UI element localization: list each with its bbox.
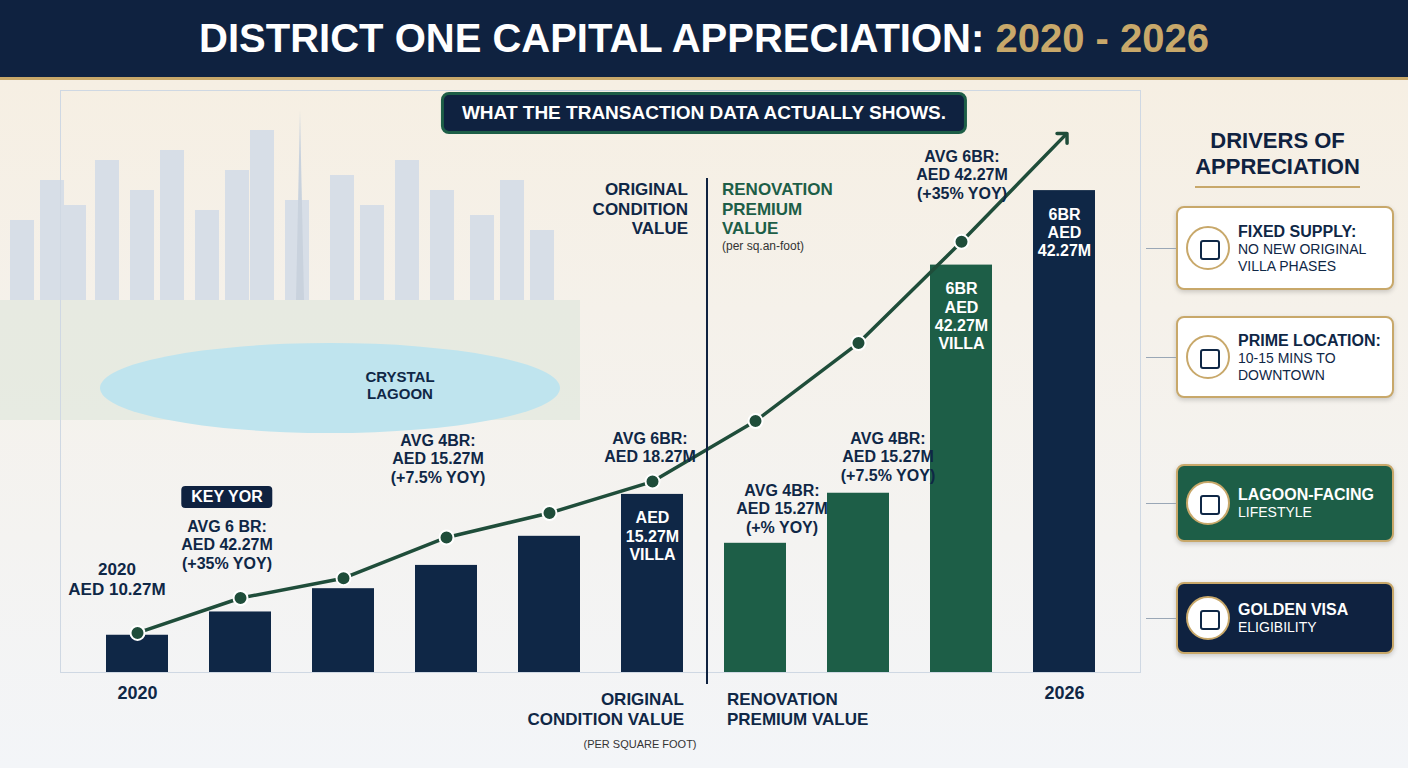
html-text:ELIGIBILITY: ELIGIBILITY <box>1238 619 1317 636</box>
html-text:AVG 6BR: AED 42.27M (+35% YOY): AVG 6BR: AED 42.27M (+35% YOY) <box>916 148 1008 202</box>
html-text:CRYSTAL LAGOON: CRYSTAL LAGOON <box>365 368 435 403</box>
html-text:RENOVATION PREMIUM VALUE: RENOVATION PREMIUM VALUE <box>722 180 833 239</box>
html-text:DISTRICT ONE CAPITAL APPRECIAT: DISTRICT ONE CAPITAL APPRECIATION: 2020 … <box>199 16 1209 60</box>
html-text:FIXED SUPPLY:: FIXED SUPPLY: <box>1238 222 1357 240</box>
html-text:AVG 4BR: AED 15.27M (+7.5% YOY: AVG 4BR: AED 15.27M (+7.5% YOY) <box>840 430 936 484</box>
html-text:NO NEW ORIGINAL VILLA PHASES: NO NEW ORIGINAL VILLA PHASES <box>1238 240 1366 274</box>
html-text:(PER SQUARE FOOT): (PER SQUARE FOOT) <box>583 738 697 750</box>
html-text:(per sq.an-foot): (per sq.an-foot) <box>722 239 804 253</box>
html-text:GOLDEN VISA: GOLDEN VISA <box>1238 601 1349 618</box>
html-text:ORIGINAL CONDITION VALUE: ORIGINAL CONDITION VALUE <box>527 690 684 729</box>
html-text:AVG 4BR: AED 15.27M (+% YOY): AVG 4BR: AED 15.27M (+% YOY) <box>736 482 828 536</box>
svg-text:2020: 2020 <box>117 683 157 703</box>
html-text:PRIME LOCATION:: PRIME LOCATION: <box>1238 331 1381 349</box>
html-text:LAGOON-FACING: LAGOON-FACING <box>1238 486 1374 503</box>
svg-text:6BRAED42.27MVILLA: 6BRAED42.27MVILLA <box>935 280 988 352</box>
svg-text:2026: 2026 <box>1044 683 1084 703</box>
html-text:10-15 MINS TO DOWNTOWN: 10-15 MINS TO DOWNTOWN <box>1238 349 1336 383</box>
html-text:ORIGINAL CONDITION VALUE: ORIGINAL CONDITION VALUE <box>592 180 688 239</box>
html-text:LIFESTYLE: LIFESTYLE <box>1238 504 1312 521</box>
html-text:AVG 6 BR: AED 42.27M (+35% YOY: AVG 6 BR: AED 42.27M (+35% YOY) <box>181 518 273 572</box>
html-text:AVG 6BR: AED 18.27M: AVG 6BR: AED 18.27M <box>604 430 696 466</box>
html-text:DRIVERS OF APPRECIATION: DRIVERS OF APPRECIATION <box>1195 128 1360 180</box>
html-text:WHAT THE TRANSACTION DATA ACTU: WHAT THE TRANSACTION DATA ACTUALLY SHOWS… <box>461 102 947 123</box>
svg-text:AED15.27MVILLA: AED15.27MVILLA <box>626 509 679 563</box>
html-text:RENOVATION PREMIUM VALUE: RENOVATION PREMIUM VALUE <box>727 690 869 729</box>
html-text:KEY YOR: KEY YOR <box>191 488 263 505</box>
html-text:AVG 4BR: AED 15.27M (+7.5% YOY: AVG 4BR: AED 15.27M (+7.5% YOY) <box>390 432 486 486</box>
svg-text:6BRAED42.27M: 6BRAED42.27M <box>1038 206 1091 260</box>
html-text:2020 AED 10.27M: 2020 AED 10.27M <box>68 560 166 599</box>
